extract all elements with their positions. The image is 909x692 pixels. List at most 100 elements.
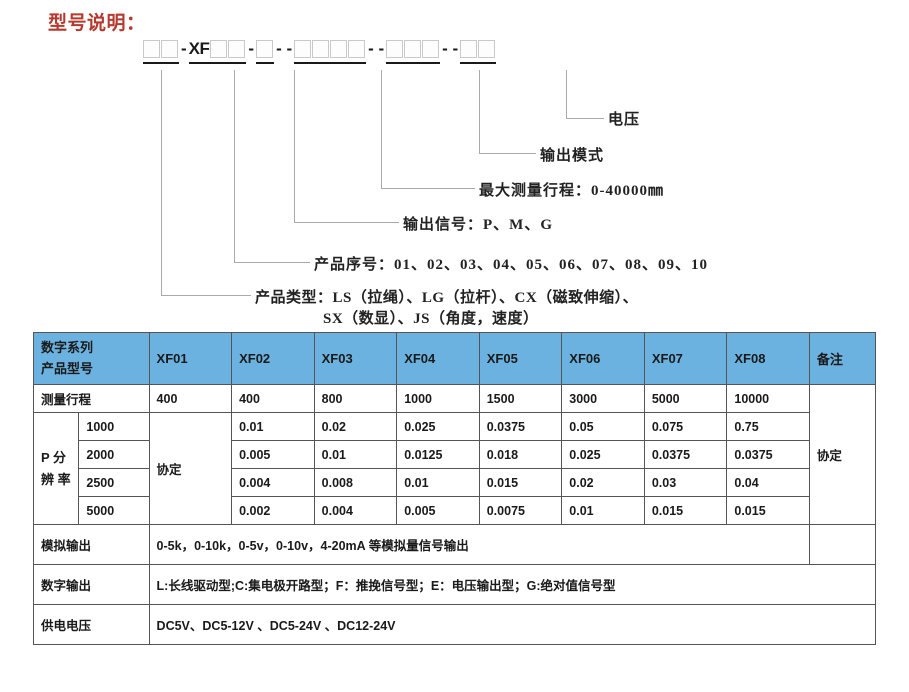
- leader-line-output-signal-horizontal: [294, 222, 399, 223]
- header-series-model: 数字系列 产品型号: [33, 332, 150, 385]
- code-box: [348, 40, 366, 58]
- table-row-digital-output: 数字输出 L:长线驱动型;C:集电极开路型；F：推挽信号型；E：电压输出型；G:…: [33, 564, 877, 605]
- cell-range-xf03: 800: [313, 384, 398, 413]
- cell-res-2500-xf04: 0.01: [396, 468, 480, 497]
- cell-supply-voltage-value: DC5V、DC5-12V 、DC5-24V 、DC12-24V: [148, 604, 877, 645]
- cell-res-2000-xf08: 0.0375: [726, 440, 810, 469]
- leader-line-product-serial-horizontal: [234, 262, 310, 263]
- code-group-serial: XF: [188, 39, 247, 64]
- cell-res-2000-xf07: 0.0375: [643, 440, 728, 469]
- cell-res-2000-xf06: 0.025: [561, 440, 645, 469]
- annotation-product-type-line1: 产品类型：LS（拉绳）、LG（拉杆）、CX（磁致伸缩）、: [255, 290, 639, 306]
- annotation-output-signal: 输出信号：P、M、G: [403, 217, 553, 233]
- code-separator: -: [248, 39, 255, 58]
- cell-pulses-2000: 2000: [78, 440, 150, 469]
- leader-line-output-mode-horizontal: [479, 153, 536, 154]
- header-model-xf02: XF02: [231, 332, 315, 385]
- header-series-line2: 产品型号: [41, 360, 94, 376]
- cell-range-xf07: 5000: [643, 384, 728, 413]
- table-row-resolution-2000: 2000 0.005 0.01 0.0125 0.018 0.025 0.037…: [34, 440, 876, 469]
- code-group-max-range: [294, 40, 367, 64]
- code-box: [210, 40, 228, 58]
- code-box: [161, 40, 178, 58]
- code-group-voltage: [460, 40, 497, 64]
- header-model-xf04: XF04: [396, 332, 480, 385]
- leader-line-product-serial-vertical: [234, 70, 235, 262]
- table-row-resolution-1000: P 分 辨 率 1000 协定 0.01 0.02 0.025 0.0375 0…: [32, 412, 876, 525]
- leader-line-product-type-horizontal: [161, 295, 251, 296]
- cell-res-1000-xf07: 0.075: [643, 412, 728, 441]
- annotation-voltage: 电压: [608, 112, 641, 128]
- cell-res-5000-xf03: 0.004: [313, 496, 398, 525]
- code-box: [294, 40, 312, 58]
- row-label-digital-output: 数字输出: [33, 564, 150, 605]
- code-prefix-xf: XF: [188, 39, 210, 58]
- code-box: [404, 40, 422, 58]
- cell-range-xf02: 400: [231, 384, 315, 413]
- code-group-product-type: [143, 40, 179, 64]
- code-separator: - -: [442, 39, 459, 58]
- specification-table: 数字系列 产品型号 XF01 XF02 XF03 XF04 XF05 XF06 …: [32, 332, 877, 645]
- cell-res-1000-xf04: 0.025: [396, 412, 480, 441]
- cell-range-xf06: 3000: [561, 384, 645, 413]
- code-box: [460, 40, 478, 58]
- cell-res-2500-xf08: 0.04: [726, 468, 810, 497]
- cell-pulses-2500: 2500: [78, 468, 150, 497]
- cell-res-1000-xf03: 0.02: [313, 412, 398, 441]
- code-box: [422, 40, 440, 58]
- annotation-output-mode: 输出模式: [540, 148, 605, 164]
- cell-range-xf04: 1000: [396, 384, 480, 413]
- header-note: 备注: [808, 332, 877, 385]
- table-row-resolution-5000: 5000 0.002 0.004 0.005 0.0075 0.01 0.015…: [34, 496, 876, 525]
- code-separator: - -: [276, 39, 293, 58]
- code-box: [228, 40, 246, 58]
- code-group-output-mode: [386, 40, 441, 64]
- code-box: [478, 40, 496, 58]
- table-row-resolution-2500: 2500 0.004 0.008 0.01 0.015 0.02 0.03 0.…: [34, 468, 876, 497]
- code-box: [312, 40, 330, 58]
- leader-line-voltage-horizontal: [566, 118, 604, 119]
- header-model-xf07: XF07: [643, 332, 728, 385]
- leader-line-max-range-horizontal: [381, 188, 475, 189]
- header-model-xf03: XF03: [313, 332, 398, 385]
- code-box: [256, 40, 274, 58]
- cell-res-5000-xf02: 0.002: [231, 496, 315, 525]
- table-header-row: 数字系列 产品型号 XF01 XF02 XF03 XF04 XF05 XF06 …: [33, 332, 877, 385]
- cell-res-2500-xf05: 0.015: [478, 468, 563, 497]
- leader-line-output-mode-vertical: [479, 70, 480, 153]
- row-label-analog-output: 模拟输出: [33, 524, 150, 565]
- cell-range-xf01: 400: [148, 384, 233, 413]
- header-model-xf06: XF06: [561, 332, 645, 385]
- cell-res-2500-xf07: 0.03: [643, 468, 728, 497]
- header-model-xf05: XF05: [478, 332, 563, 385]
- cell-res-5000-xf05: 0.0075: [478, 496, 563, 525]
- cell-res-5000-xf08: 0.015: [726, 496, 810, 525]
- cell-res-1000-xf02: 0.01: [231, 412, 315, 441]
- cell-res-1000-xf06: 0.05: [561, 412, 645, 441]
- cell-note-merged: 协定: [808, 384, 877, 525]
- cell-res-2500-xf02: 0.004: [231, 468, 315, 497]
- cell-res-5000-xf06: 0.01: [561, 496, 645, 525]
- cell-res-2000-xf03: 0.01: [313, 440, 398, 469]
- row-label-resolution: P 分 辨 率: [32, 412, 80, 525]
- leader-line-product-type-vertical: [161, 70, 162, 295]
- row-label-measuring-range: 测量行程: [33, 384, 150, 413]
- code-box: [386, 40, 404, 58]
- table-row-measuring-range: 测量行程 400 400 800 1000 1500 3000 5000 100…: [33, 384, 877, 525]
- leader-line-voltage-vertical: [566, 70, 567, 118]
- leader-line-output-signal-vertical: [294, 70, 295, 222]
- annotation-product-type-line2: SX（数显）、JS（角度，速度）: [323, 311, 539, 327]
- model-code-row: - XF - - - - - - -: [143, 39, 497, 66]
- annotation-max-range: 最大测量行程：0-40000㎜: [479, 183, 664, 199]
- row-label-supply-voltage: 供电电压: [33, 604, 150, 645]
- cell-resolution-xf01-merged: 协定: [148, 412, 233, 525]
- cell-analog-output-note: [808, 524, 877, 565]
- cell-res-5000-xf04: 0.005: [396, 496, 480, 525]
- code-box: [143, 40, 160, 58]
- cell-res-2000-xf05: 0.018: [478, 440, 563, 469]
- cell-digital-output-value: L:长线驱动型;C:集电极开路型；F：推挽信号型；E：电压输出型；G:绝对值信号…: [148, 564, 877, 605]
- cell-res-2000-xf02: 0.005: [231, 440, 315, 469]
- cell-range-xf05: 1500: [478, 384, 563, 413]
- header-series-line1: 数字系列: [41, 340, 94, 356]
- code-group-output-signal: [256, 40, 275, 64]
